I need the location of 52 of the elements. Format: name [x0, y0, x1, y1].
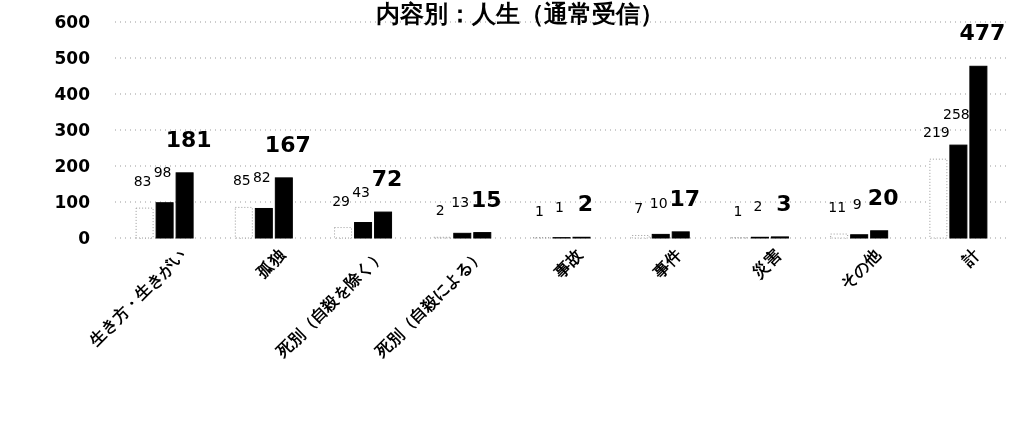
data-label: 13: [451, 194, 470, 211]
data-label: 17: [669, 185, 701, 211]
bar: [354, 222, 373, 239]
data-label: 1: [535, 202, 544, 219]
data-label: 43: [352, 183, 370, 200]
y-tick-label: 0: [78, 228, 91, 248]
bar: [651, 233, 670, 239]
data-label: 258: [943, 106, 970, 123]
bar: [671, 231, 690, 239]
data-label: 83: [133, 173, 152, 190]
data-label: 1: [733, 202, 743, 219]
bar: [453, 232, 472, 239]
bar: [274, 177, 293, 239]
chart-title: 内容別：人生（通常受信）: [376, 0, 664, 28]
y-tick-label: 500: [54, 48, 91, 68]
data-label: 2: [435, 202, 445, 219]
y-tick-label: 100: [54, 192, 91, 212]
x-tick-label: 孤独: [251, 244, 290, 283]
data-label: 15: [470, 186, 502, 212]
data-label: 11: [828, 199, 847, 216]
data-label: 7: [634, 200, 644, 217]
data-label: 1: [555, 198, 564, 215]
bar: [254, 207, 273, 239]
data-label: 2: [577, 191, 594, 217]
data-label: 82: [252, 169, 271, 186]
y-tick-label: 600: [54, 12, 91, 32]
bar: [473, 232, 492, 239]
data-label: 181: [165, 126, 212, 152]
bar: [850, 234, 869, 239]
data-label: 167: [264, 131, 311, 157]
y-tick-label: 200: [54, 156, 91, 176]
data-label: 3: [776, 190, 792, 216]
x-tick-label: 事件: [648, 245, 686, 283]
data-label: 9: [852, 195, 862, 212]
data-label: 72: [371, 166, 403, 192]
x-tick-label: 計: [957, 245, 984, 271]
data-label: 477: [959, 20, 1006, 46]
y-tick-label: 400: [54, 84, 91, 104]
data-label: 2: [753, 198, 763, 215]
data-label: 29: [332, 192, 350, 209]
data-label: 20: [867, 184, 899, 210]
data-label: 98: [153, 163, 172, 180]
x-tick-label: 生き方・生きがい: [84, 245, 190, 351]
x-tick-label: 事故: [549, 244, 588, 283]
x-tick-label: 災害: [748, 245, 785, 283]
y-tick-label: 300: [54, 120, 91, 140]
bar: [870, 230, 889, 239]
data-label: 219: [923, 124, 950, 141]
x-tick-label: その他: [836, 244, 885, 293]
data-label: 85: [232, 172, 251, 189]
data-label: 10: [649, 195, 668, 212]
bar: [374, 211, 393, 239]
